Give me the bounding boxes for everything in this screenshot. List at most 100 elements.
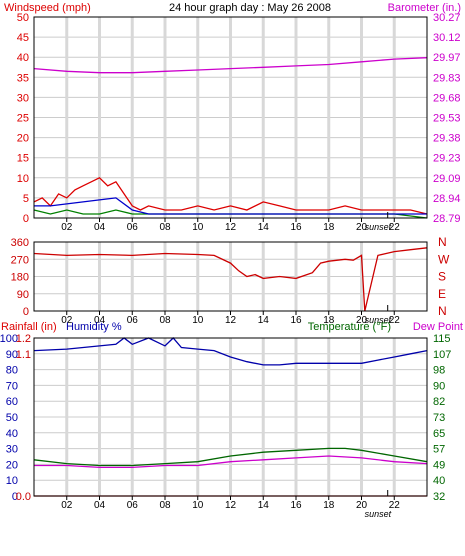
right-tick-label: 65 [433,428,445,440]
x-tick-label: 16 [290,315,302,326]
left-tick-label: 10 [6,475,18,487]
series-line [34,455,428,469]
x-tick-label: 08 [159,315,171,326]
right-tick-label: 29.53 [433,113,461,125]
right-tick-label: 29.83 [433,72,461,84]
direction-degree-ticks: 360 270 180 90 0 [11,237,29,318]
x-tick-label: 18 [323,315,335,326]
x-tick-label: 20 [356,222,368,233]
right-tick-label: 29.09 [433,173,461,185]
x-tick-label: 22 [389,315,401,326]
x-tick-label: 10 [192,315,204,326]
x-tick-label: 08 [159,500,171,511]
rain-tick-label: 1.2 [16,333,31,345]
x-tick-label: 10 [192,222,204,233]
right-tick-label: 107 [433,349,451,361]
barometer-axis-label: Barometer (in.) [388,2,461,14]
left-tick-label: 100 [0,333,18,345]
right-tick-label: N [438,235,447,249]
right-tick-label: 57 [433,444,445,456]
x-tick-label: 14 [258,500,270,511]
x-tick-label: 04 [94,500,106,511]
wind-series [33,57,428,219]
left-tick-label: 10 [17,173,29,185]
left-tick-label: 0 [23,213,29,225]
barometer-ticks: 30.27 30.12 29.97 29.83 29.68 29.53 29.38 29.23… [433,12,461,225]
left-tick-label: 40 [17,52,29,64]
rainfall-ticks: 1.2 1.1 0.0 [16,333,31,503]
left-tick-label: 60 [6,396,18,408]
left-tick-label: 35 [17,72,29,84]
right-tick-label: 40 [433,475,445,487]
left-tick-label: 30 [17,92,29,104]
x-tick-label: 02 [61,315,73,326]
rain-tick-label: 1.1 [16,349,31,361]
right-tick-label: 30.27 [433,12,461,24]
right-tick-label: 30.12 [433,32,461,44]
right-tick-label: S [438,270,446,284]
left-tick-label: 270 [11,254,29,266]
x-tick-label: 18 [323,222,335,233]
windspeed-axis-label: Windspeed (mph) [4,2,91,14]
x-tick-label: 12 [225,315,237,326]
right-tick-label: 49 [433,459,445,471]
wind-barometer-panel: Windspeed (mph) 24 hour graph day : May … [4,2,461,233]
x-tick-label: 10 [192,500,204,511]
left-tick-label: 180 [11,272,29,284]
x-tick-label: 20 [356,315,368,326]
right-tick-label: 29.38 [433,133,461,145]
sunset-label: sunset [365,509,392,519]
left-tick-label: 45 [17,32,29,44]
x-tick-label: 14 [258,315,270,326]
series-line [33,177,428,215]
left-tick-label: 50 [6,412,18,424]
x-tick-label: 22 [389,222,401,233]
x-tick-label: 02 [61,500,73,511]
dew-point-label: Dew Point [413,321,463,333]
right-tick-label: 82 [433,396,445,408]
left-tick-label: 360 [11,237,29,249]
left-tick-label: 80 [6,365,18,377]
right-tick-label: 29.68 [433,92,461,104]
series-line [34,197,427,215]
rain-grid [34,338,427,496]
x-tick-label: 06 [127,500,139,511]
left-tick-label: 20 [6,459,18,471]
x-tick-label: 16 [290,222,302,233]
right-tick-label: 29.97 [433,52,461,64]
right-tick-label: 32 [433,491,445,503]
rain-humidity-temp-panel: Rainfall (in) Humidity % Temperature (°F… [0,321,463,519]
x-tick-label: 12 [225,500,237,511]
x-tick-label: 08 [159,222,171,233]
graph-title: 24 hour graph day : May 26 2008 [169,2,331,14]
x-tick-label: 18 [323,500,335,511]
x-tick-label: 12 [225,222,237,233]
rainfall-axis-label: Rainfall (in) [1,321,57,333]
right-tick-label: W [438,252,450,266]
x-tick-label: 14 [258,222,270,233]
x-tick-label: 16 [290,500,302,511]
series-line [33,57,428,74]
humidity-axis-label: Humidity % [66,321,122,333]
x-tick-label: 04 [94,222,106,233]
right-tick-label: 115 [433,333,451,345]
right-tick-label: 28.94 [433,193,461,205]
x-tick-label: 22 [389,500,401,511]
left-tick-label: 0 [12,491,18,503]
rain-tick-label: 0.0 [16,491,31,503]
right-tick-label: 28.79 [433,213,461,225]
x-tick-label: 06 [127,315,139,326]
x-tick-label: 20 [356,500,368,511]
right-tick-label: 98 [433,365,445,377]
left-tick-label: 30 [6,444,18,456]
x-tick-label: 04 [94,315,106,326]
right-tick-label: E [438,287,446,301]
left-tick-label: 90 [17,289,29,301]
left-tick-label: 40 [6,428,18,440]
